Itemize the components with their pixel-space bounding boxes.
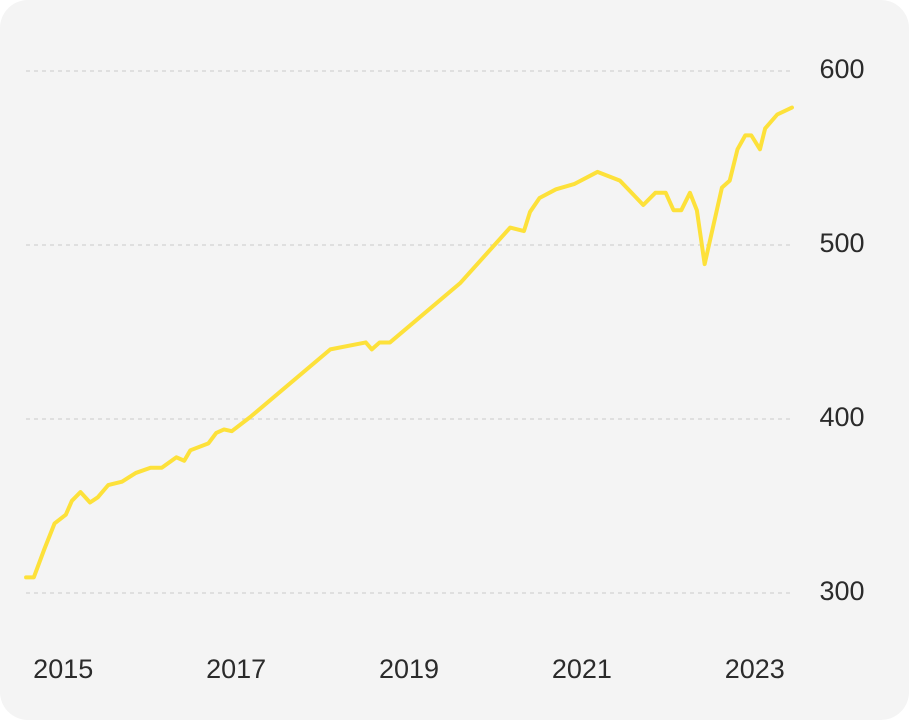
y-tick-label: 500 bbox=[819, 228, 864, 258]
x-tick-label: 2019 bbox=[379, 654, 439, 684]
x-tick-label: 2023 bbox=[725, 654, 785, 684]
y-tick-label: 400 bbox=[819, 402, 864, 432]
x-tick-label: 2021 bbox=[552, 654, 612, 684]
y-tick-label: 300 bbox=[819, 576, 864, 606]
y-tick-label: 600 bbox=[819, 54, 864, 84]
line-series bbox=[24, 105, 794, 580]
x-tick-label: 2015 bbox=[33, 654, 93, 684]
x-tick-label: 2017 bbox=[206, 654, 266, 684]
